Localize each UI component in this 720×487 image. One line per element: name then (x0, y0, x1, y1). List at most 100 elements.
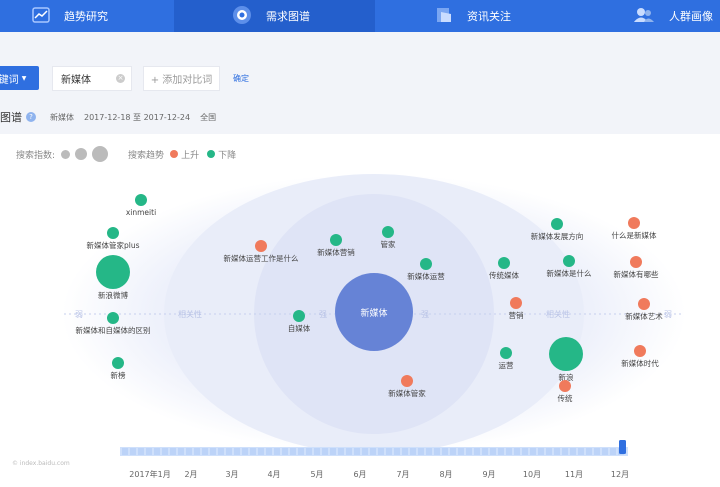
keyword-node[interactable] (135, 194, 147, 206)
keyword-node[interactable] (498, 257, 510, 269)
timeline-tick (258, 448, 264, 455)
timeline-month-label[interactable]: 2月 (184, 470, 197, 479)
keyword-node[interactable] (255, 240, 267, 252)
timeline-tick (202, 448, 208, 455)
keyword-node[interactable] (630, 256, 642, 268)
search-index-label: 搜索指数: (16, 150, 56, 161)
timeline-tick (322, 448, 328, 455)
timeline-tick (250, 448, 256, 455)
keyword-node[interactable] (420, 258, 432, 270)
timeline-month-label[interactable]: 2017年1月 (129, 469, 170, 479)
info-row: 图谱 ? 新媒体 2017-12-18 至 2017-12-24 全国 (0, 109, 216, 125)
weak-label-right: 弱 (664, 310, 672, 319)
nav-tab-news[interactable]: 资讯关注 (375, 0, 575, 32)
timeline-handle[interactable] (619, 440, 626, 454)
timeline-tick (306, 448, 312, 455)
timeline-tick (162, 448, 168, 455)
timeline-tick (146, 448, 152, 455)
help-icon[interactable]: ? (26, 112, 36, 122)
timeline-month-label[interactable]: 8月 (439, 470, 452, 479)
nav-tab-trend[interactable]: 趋势研究 (0, 0, 174, 32)
keyword-node[interactable] (628, 217, 640, 229)
timeline-tick (554, 448, 560, 455)
keyword-node[interactable] (96, 255, 130, 289)
timeline-tick (450, 448, 456, 455)
timeline-tick (346, 448, 352, 455)
region: 全国 (200, 112, 217, 122)
timeline-tick (490, 448, 496, 455)
date-range: 2017-12-18 至 2017-12-24 (84, 112, 191, 122)
keyword-node[interactable] (549, 337, 583, 371)
timeline-month-label[interactable]: 3月 (225, 470, 238, 479)
keyword-value: 新媒体 (61, 75, 91, 86)
add-compare-button[interactable]: + 添加对比词 (143, 66, 220, 91)
keyword-node[interactable] (330, 234, 342, 246)
up-dot (170, 150, 179, 158)
timeline-month-label[interactable]: 12月 (611, 470, 629, 479)
keyword-node[interactable] (112, 357, 124, 369)
info-keyword: 新媒体 (50, 112, 74, 122)
timeline-tick (402, 448, 408, 455)
watermark: © index.baidu.com (12, 460, 70, 467)
timeline-tick (266, 448, 272, 455)
timeline-month-label[interactable]: 11月 (565, 470, 583, 479)
strong-label-right: 强 (421, 310, 429, 319)
nav-label: 人群画像 (669, 10, 713, 23)
relevance-label-left: 相关性 (178, 309, 202, 319)
timeline-tick (570, 448, 576, 455)
down-dot (207, 150, 216, 158)
nav-label: 需求图谱 (266, 10, 310, 23)
timeline-tick (362, 448, 368, 455)
trend-icon (32, 6, 50, 26)
timeline-month-label[interactable]: 6月 (353, 470, 366, 479)
keyword-node-label: 新媒体营销 (317, 247, 355, 257)
timeline-month-label[interactable]: 9月 (482, 470, 495, 479)
add-compare-label: + 添加对比词 (150, 75, 213, 86)
center-node-label: 新媒体 (360, 307, 387, 319)
timeline-month-label[interactable]: 5月 (310, 470, 323, 479)
timeline-tick (122, 448, 128, 455)
nav-tab-people[interactable]: 人群画像 (575, 0, 720, 32)
keyword-node[interactable] (563, 255, 575, 267)
keyword-node[interactable] (293, 310, 305, 322)
timeline-tick (506, 448, 512, 455)
timeline-tick (482, 448, 488, 455)
keyword-node[interactable] (107, 227, 119, 239)
timeline-tick (418, 448, 424, 455)
index-small-dot (61, 149, 71, 159)
index-medium-dot (75, 148, 88, 160)
keyword-node-label: 新榜 (111, 370, 126, 380)
keyword-input[interactable]: 新媒体 × (52, 66, 132, 91)
timeline-tick (130, 448, 136, 455)
keyword-node[interactable] (500, 347, 512, 359)
keyword-node[interactable] (634, 345, 646, 357)
timeline-months: 2017年1月 2月 3月 4月 5月 6月 7月 8月 9月 10月 11月 12月 (129, 469, 629, 479)
timeline-month-label[interactable]: 10月 (523, 470, 541, 479)
center-node[interactable] (335, 273, 413, 351)
keyword-node-label: 新浪微博 (98, 290, 128, 300)
keyword-node-label: 新媒体和自媒体的区别 (76, 325, 151, 335)
keyword-node-label: 运营 (499, 360, 514, 370)
keyword-node[interactable] (551, 218, 563, 230)
keyword-node[interactable] (107, 312, 119, 324)
strong-label-left: 强 (319, 310, 327, 319)
confirm-button[interactable]: 确定 (233, 74, 249, 83)
demand-graph-panel: 搜索指数: 搜索趋势 上升 下降 弱 相关性 强 强 相关性 弱 新媒 (0, 134, 720, 487)
keyword-dropdown-label: 关键词 (0, 74, 19, 86)
keyword-dropdown-button[interactable]: 关键词 ▼ (0, 66, 39, 90)
keyword-node[interactable] (638, 298, 650, 310)
timeline-month-label[interactable]: 4月 (267, 470, 280, 479)
keyword-node[interactable] (401, 375, 413, 387)
keyword-node-label: 新媒体管家 (388, 388, 426, 398)
keyword-node[interactable] (510, 297, 522, 309)
relevance-label-right: 相关性 (546, 309, 570, 319)
timeline-month-label[interactable]: 7月 (396, 470, 409, 479)
keyword-node-label: 传统 (558, 393, 573, 403)
keyword-node[interactable] (559, 380, 571, 392)
timeline-tick (378, 448, 384, 455)
clear-icon[interactable]: × (116, 74, 125, 83)
nav-tab-demand-map[interactable]: 需求图谱 (174, 0, 375, 32)
timeline-tick (370, 448, 376, 455)
keyword-node[interactable] (382, 226, 394, 238)
demand-graph: 弱 相关性 强 强 相关性 弱 新媒体 xinmeiti 新媒体管家plus 新浪微… (62, 174, 686, 479)
